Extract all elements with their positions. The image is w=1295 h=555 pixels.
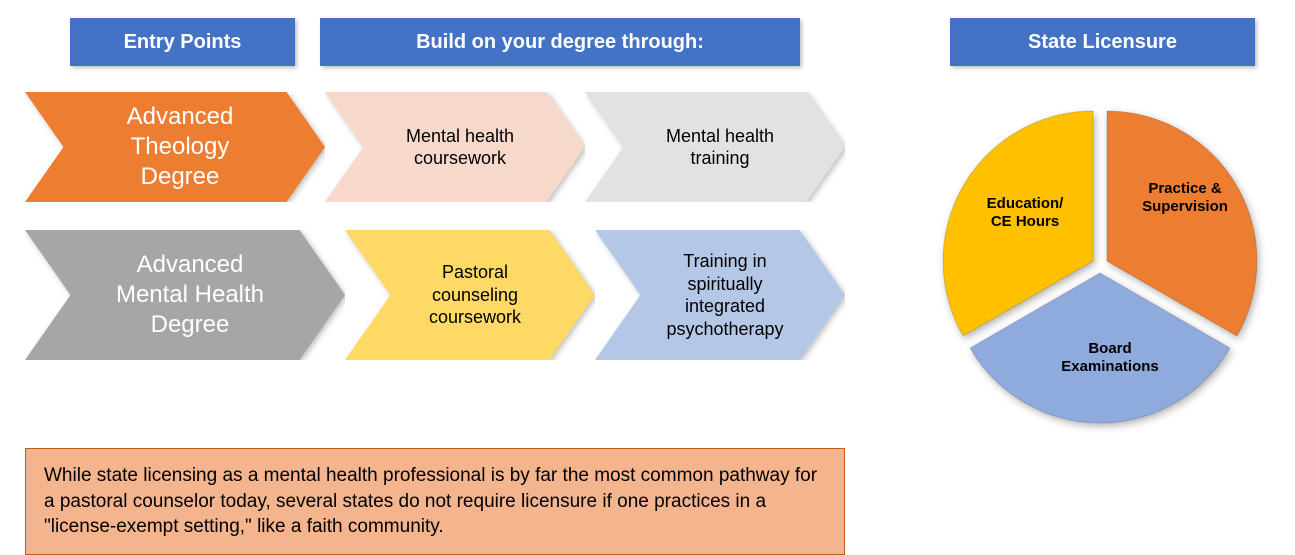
- pie-slice-label: BoardExaminations: [1055, 340, 1165, 376]
- chevron-label: Training inspirituallyintegratedpsychoth…: [636, 250, 803, 340]
- header-state-licensure: State Licensure: [950, 18, 1255, 66]
- chevron-0-0: AdvancedTheologyDegree: [25, 92, 325, 202]
- header-build-degree: Build on your degree through:: [320, 18, 800, 66]
- chevron-1-0: AdvancedMental HealthDegree: [25, 230, 345, 360]
- header-entry-points: Entry Points: [70, 18, 295, 66]
- chevron-label: Mental healthtraining: [636, 125, 794, 170]
- chevron-label: AdvancedTheologyDegree: [97, 102, 254, 192]
- pie-slice-label: Education/CE Hours: [970, 195, 1080, 231]
- licensure-note: While state licensing as a mental health…: [25, 448, 845, 555]
- chevron-0-1: Mental healthcoursework: [325, 92, 585, 202]
- chevron-label: Mental healthcoursework: [376, 125, 534, 170]
- chevron-label: Pastoralcounselingcoursework: [399, 261, 541, 329]
- chevron-1-1: Pastoralcounselingcoursework: [345, 230, 595, 360]
- chevron-label: AdvancedMental HealthDegree: [86, 250, 284, 340]
- chevron-0-2: Mental healthtraining: [585, 92, 845, 202]
- chevron-1-2: Training inspirituallyintegratedpsychoth…: [595, 230, 845, 360]
- pie-slice-label: Practice &Supervision: [1130, 180, 1240, 216]
